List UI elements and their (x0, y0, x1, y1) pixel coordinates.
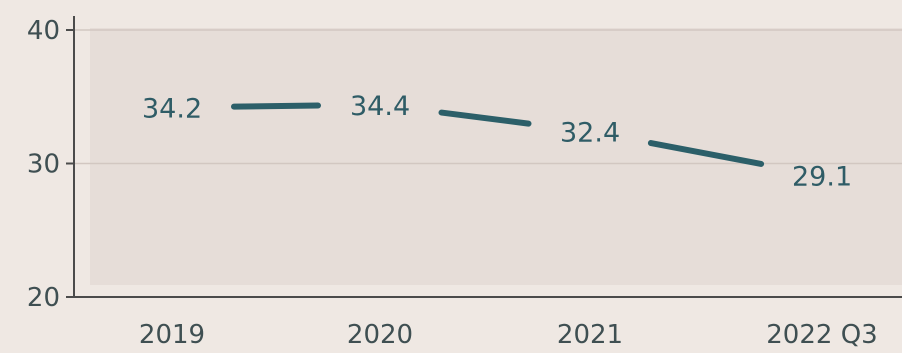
data-label: 34.2 (142, 93, 202, 124)
data-label: 29.1 (792, 162, 852, 193)
line-segment (438, 109, 532, 127)
data-label: 34.4 (350, 91, 410, 122)
series-lines (230, 102, 765, 167)
y-tick-label: 40 (27, 16, 60, 46)
y-tick-label: 30 (27, 150, 60, 180)
y-tick-label: 20 (27, 283, 60, 313)
data-label: 32.4 (560, 117, 620, 148)
x-axis-ticks: 2019 2020 2021 2022 Q3 (139, 320, 878, 350)
line-segment (230, 102, 322, 110)
line-segment (647, 140, 765, 167)
x-tick-label: 2022 Q3 (766, 320, 877, 350)
data-labels: 34.2 34.4 32.4 29.1 (142, 91, 852, 193)
y-axis-ticks: 20 30 40 (27, 16, 74, 313)
x-tick-label: 2020 (347, 320, 413, 350)
x-tick-label: 2019 (139, 320, 205, 350)
plot-area (90, 28, 902, 285)
x-tick-label: 2021 (557, 320, 623, 350)
